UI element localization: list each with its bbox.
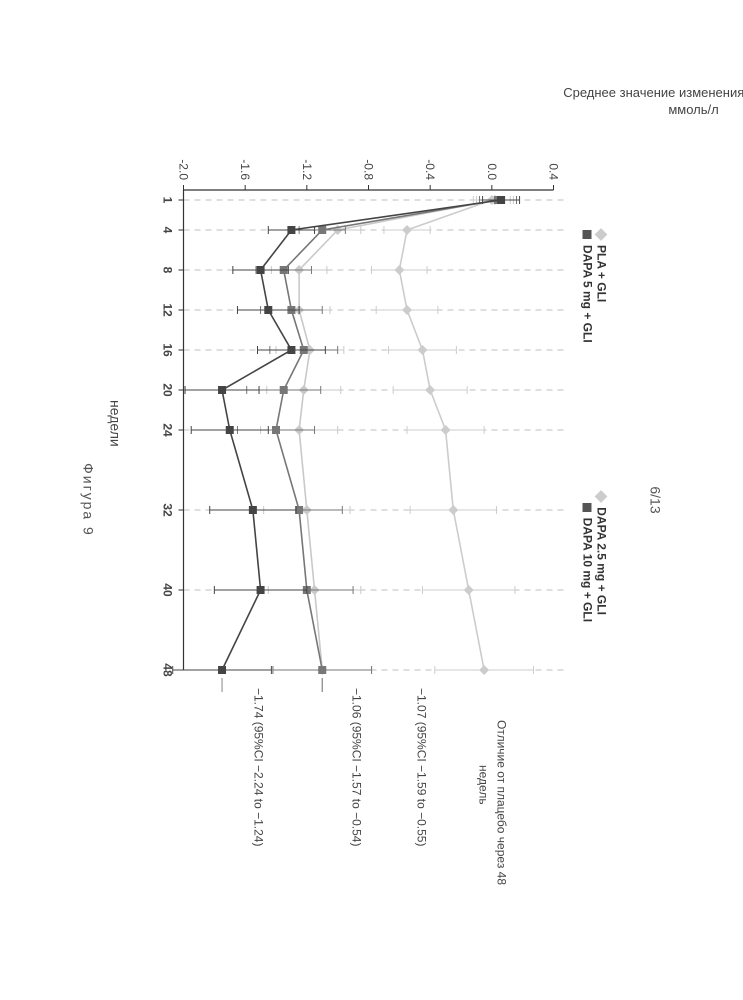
svg-text:0.4: 0.4 — [546, 163, 560, 180]
svg-text:48: 48 — [160, 663, 174, 677]
x-axis-label: недели — [107, 400, 123, 447]
svg-text:24: 24 — [160, 423, 174, 437]
svg-text:-1.6: -1.6 — [238, 159, 252, 180]
svg-text:12: 12 — [160, 303, 174, 317]
svg-text:16: 16 — [160, 343, 174, 357]
svg-text:32: 32 — [160, 503, 174, 517]
svg-text:-2.0: -2.0 — [176, 159, 190, 180]
svg-text:4: 4 — [160, 227, 174, 234]
svg-text:40: 40 — [160, 583, 174, 597]
svg-text:1: 1 — [160, 197, 174, 204]
annotation-dapa10: −1.74 (95%CI −2.24 to −1.24) — [251, 688, 265, 846]
legend-item-pla: PLA + GLI — [594, 230, 608, 302]
svg-text:-1.2: -1.2 — [299, 159, 313, 180]
legend-item-dapa25: DAPA 2.5 mg + GLI — [594, 492, 608, 615]
y-axis-label: Среднее значение изменения уровня FPG, м… — [543, 85, 743, 119]
annotation-header-2: недель — [476, 765, 490, 805]
marker-icon — [595, 490, 608, 503]
figure-caption: Фигура 9 — [80, 0, 96, 1000]
annotation-dapa25: −1.07 (95%CI −1.59 to −0.55) — [414, 688, 428, 846]
marker-icon — [595, 228, 608, 241]
annotation-header-1: Отличие от плацебо через 48 — [494, 720, 508, 885]
svg-text:0.0: 0.0 — [484, 163, 498, 180]
svg-text:-0.8: -0.8 — [361, 159, 375, 180]
annotation-dapa5: −1.06 (95%CI −1.57 to −0.54) — [349, 688, 363, 846]
svg-text:20: 20 — [160, 383, 174, 397]
svg-text:8: 8 — [160, 267, 174, 274]
page-number: 6/13 — [647, 0, 663, 1000]
svg-text:-0.4: -0.4 — [423, 159, 437, 180]
